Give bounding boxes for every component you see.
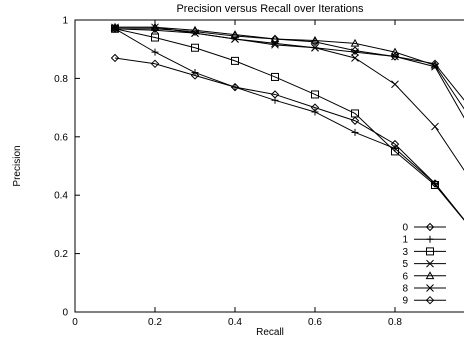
series-1 bbox=[111, 25, 464, 221]
legend-label: 0 bbox=[402, 223, 408, 234]
legend-label: 3 bbox=[402, 247, 408, 258]
y-tick-label: 0 bbox=[62, 308, 68, 319]
legend-marker bbox=[425, 222, 435, 232]
legend-marker bbox=[426, 247, 434, 256]
legend-marker bbox=[425, 271, 435, 280]
legend-label: 6 bbox=[402, 271, 408, 282]
legend-entry-3: 3 bbox=[402, 247, 446, 258]
data-point-6 bbox=[350, 38, 360, 47]
series-0 bbox=[110, 53, 464, 221]
legend-label: 5 bbox=[402, 259, 408, 270]
data-point-9 bbox=[110, 24, 120, 33]
legend-entry-1: 1 bbox=[402, 235, 446, 246]
data-point-9 bbox=[230, 31, 240, 41]
data-point-8 bbox=[271, 39, 279, 48]
legend-label: 9 bbox=[402, 296, 408, 307]
y-tick-label: 0.6 bbox=[54, 132, 68, 143]
data-point-5 bbox=[271, 40, 279, 49]
legend-label: 8 bbox=[402, 284, 408, 295]
data-point-1 bbox=[311, 108, 319, 116]
series-9 bbox=[110, 24, 464, 101]
data-point-5 bbox=[351, 54, 359, 62]
data-point-5 bbox=[431, 122, 439, 131]
legend-entry-6: 6 bbox=[402, 271, 446, 282]
data-point-9 bbox=[390, 52, 400, 61]
x-tick-label: 0.6 bbox=[308, 317, 322, 328]
x-tick-label: 0.2 bbox=[148, 317, 162, 328]
data-point-1 bbox=[271, 96, 279, 104]
series-line-0 bbox=[114, 57, 464, 221]
y-axis-title: Precision bbox=[12, 145, 23, 186]
data-point-3 bbox=[231, 56, 239, 65]
data-point-3 bbox=[151, 33, 159, 42]
chart-title: Precision versus Recall over Iterations bbox=[176, 3, 364, 15]
data-point-1 bbox=[231, 83, 239, 91]
data-point-0 bbox=[350, 116, 360, 125]
x-tick-label: 0.4 bbox=[228, 317, 242, 328]
plot-frame bbox=[74, 19, 464, 313]
legend-entry-5: 5 bbox=[402, 259, 446, 270]
data-point-8 bbox=[311, 43, 319, 52]
data-point-5 bbox=[391, 80, 399, 89]
series-line-1 bbox=[114, 28, 464, 221]
data-point-0 bbox=[190, 71, 200, 80]
data-point-9 bbox=[150, 24, 160, 33]
series-line-8 bbox=[115, 26, 464, 119]
data-point-3 bbox=[271, 72, 279, 81]
data-point-9 bbox=[310, 37, 320, 47]
legend-entry-0: 0 bbox=[402, 223, 446, 234]
data-point-0 bbox=[110, 53, 120, 63]
x-tick-label: 0 bbox=[72, 317, 78, 328]
legend-entry-8: 8 bbox=[402, 284, 446, 295]
legend-entry-9: 9 bbox=[402, 296, 446, 307]
data-point-3 bbox=[351, 109, 359, 118]
x-axis-title: Recall bbox=[256, 327, 284, 338]
data-point-9 bbox=[270, 34, 280, 44]
y-tick-label: 0.8 bbox=[54, 74, 68, 85]
legend-label: 1 bbox=[402, 235, 408, 246]
series-layer bbox=[110, 22, 464, 221]
legend-marker bbox=[426, 284, 434, 292]
series-line-9 bbox=[115, 28, 464, 101]
y-tick-label: 1 bbox=[62, 16, 68, 27]
data-point-3 bbox=[191, 43, 199, 52]
data-point-3 bbox=[391, 147, 399, 156]
x-tick-label: 0.8 bbox=[388, 317, 402, 328]
series-line-5 bbox=[114, 28, 464, 171]
series-line-3 bbox=[114, 28, 464, 221]
data-point-1 bbox=[191, 69, 199, 77]
y-tick-label: 0.4 bbox=[54, 191, 68, 202]
data-point-1 bbox=[351, 128, 359, 136]
series-line-6 bbox=[115, 26, 464, 110]
axis-tick-labels: 0 0.2 0.4 0.6 0.8 0 0.2 0.4 0.6 0.8 1 bbox=[54, 16, 402, 329]
data-point-3 bbox=[311, 90, 319, 99]
data-point-9 bbox=[190, 27, 200, 36]
y-tick-label: 0.2 bbox=[54, 249, 68, 260]
data-point-1 bbox=[151, 48, 159, 56]
legend-marker bbox=[425, 295, 435, 305]
data-point-6 bbox=[390, 47, 400, 56]
data-point-0 bbox=[150, 59, 160, 69]
data-point-9 bbox=[350, 46, 360, 55]
legend-marker bbox=[426, 235, 434, 243]
legend-marker bbox=[426, 259, 434, 268]
data-point-9 bbox=[430, 59, 440, 69]
data-point-3 bbox=[431, 180, 439, 189]
